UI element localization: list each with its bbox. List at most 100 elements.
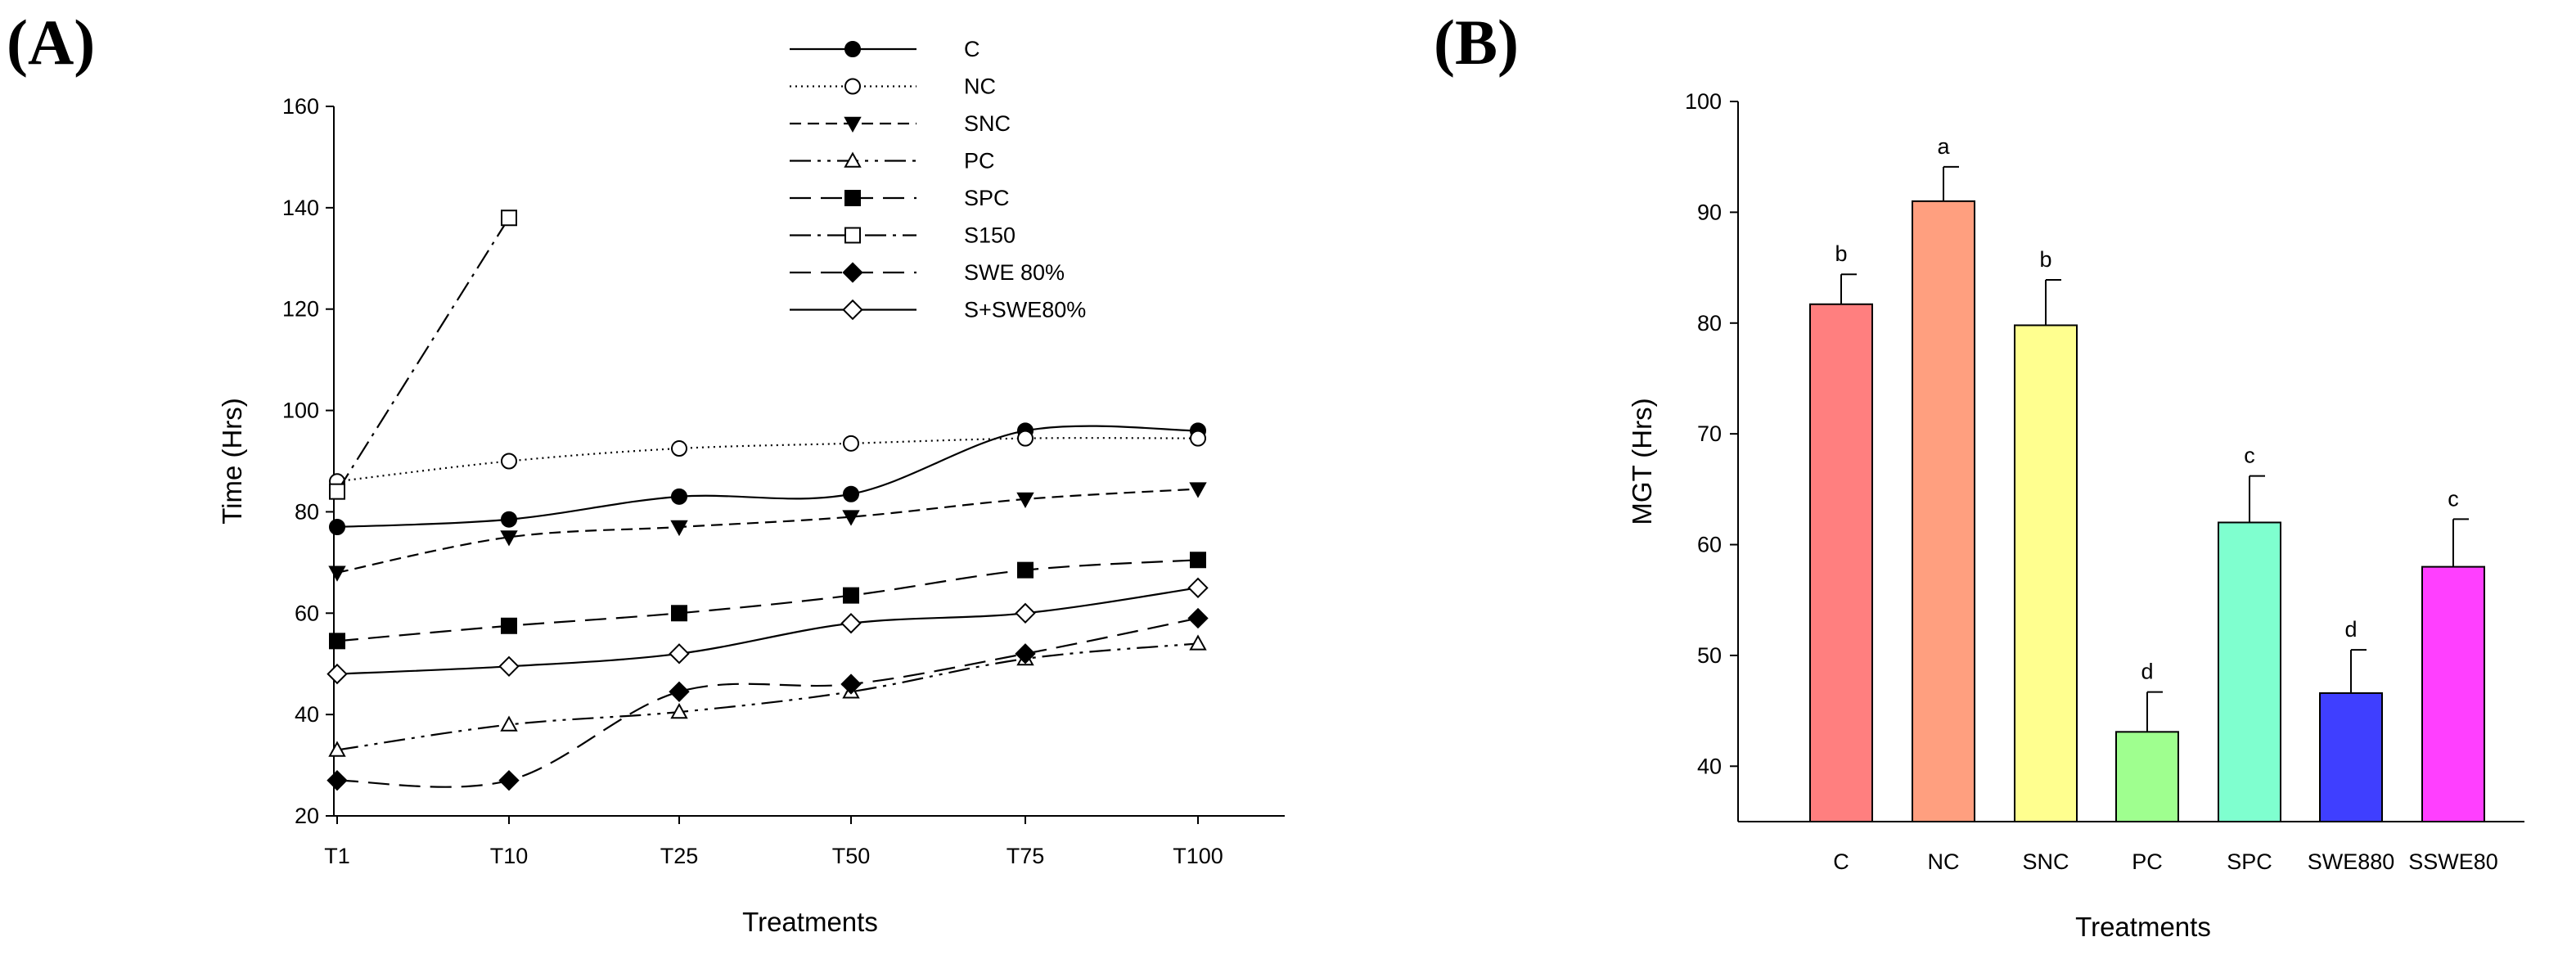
y-tick-label-b: 90: [1697, 200, 1722, 224]
data-point: [842, 510, 860, 526]
data-point: [669, 643, 690, 664]
x-tick-label-a: T75: [1007, 844, 1045, 868]
data-point: [843, 435, 859, 452]
significance-label: b: [2039, 247, 2051, 272]
x-tick-label-b: SPC: [2227, 849, 2272, 874]
y-tick-label-b: 50: [1697, 643, 1722, 668]
legend-label-5: S150: [964, 223, 1016, 248]
data-point: [671, 488, 687, 505]
legend-marker-4: [844, 190, 861, 206]
legend-marker-0: [844, 41, 861, 57]
y-tick-label-a: 40: [295, 702, 319, 727]
x-tick-label-b: PC: [2132, 849, 2163, 874]
y-tick-label-b: 80: [1697, 311, 1722, 336]
data-point: [1189, 634, 1207, 651]
significance-label: a: [1937, 134, 1950, 159]
data-point: [329, 519, 345, 536]
significance-label: b: [1835, 241, 1847, 266]
bar: [1809, 303, 1873, 822]
y-tick-label-b: 100: [1685, 89, 1722, 114]
legend-marker-5: [844, 227, 861, 244]
significance-label: c: [2448, 486, 2459, 511]
panel-a-label: (A): [7, 7, 95, 78]
series-line-2: [336, 488, 1199, 574]
x-tick-label-a: T1: [324, 844, 350, 868]
series-line-5: [336, 217, 510, 493]
data-point: [840, 613, 862, 634]
y-tick-label-b: 40: [1697, 754, 1722, 778]
data-point: [1015, 602, 1036, 624]
data-point: [501, 511, 517, 528]
y-tick-label-a: 140: [282, 196, 319, 220]
data-point: [328, 565, 346, 582]
bar: [1912, 200, 1975, 823]
bar: [2115, 731, 2179, 822]
data-point: [328, 741, 346, 757]
series-line-4: [336, 559, 1199, 642]
legend-marker-1: [844, 78, 861, 95]
data-point: [501, 209, 517, 227]
y-tick-label-a: 20: [295, 804, 319, 828]
panel-b-label: (B): [1434, 7, 1519, 78]
x-tick-label-b: C: [1833, 849, 1849, 874]
y-tick-label-a: 120: [282, 297, 319, 322]
x-tick-label-a: T10: [490, 844, 529, 868]
data-point: [843, 587, 859, 604]
data-point: [501, 617, 517, 634]
legend-label-0: C: [964, 37, 980, 61]
bar: [2421, 565, 2485, 822]
y-tick-label-b: 70: [1697, 421, 1722, 446]
x-tick-label-a: T100: [1173, 844, 1223, 868]
y-tick-label-a: 80: [295, 499, 319, 524]
series-line-0: [336, 425, 1199, 529]
series-line-7: [336, 587, 1199, 675]
y-tick-label-a: 100: [282, 399, 319, 423]
bar-chart-b: 40 50 60 70 80 90 100 b Ca NC b SNC d PC c SPC d SWE880 c S…: [1627, 89, 2524, 942]
data-point: [1190, 552, 1206, 569]
y-axis-title-b: MGT (Hrs): [1627, 398, 1657, 525]
series-line-6: [336, 617, 1199, 788]
x-tick-label-b: SWE880: [2308, 849, 2395, 874]
legend-marker-6: [842, 262, 863, 283]
data-point: [1190, 430, 1206, 447]
series-line-3: [336, 642, 1199, 751]
data-point: [500, 530, 518, 547]
data-point: [501, 453, 517, 470]
x-tick-label-a: T50: [832, 844, 871, 868]
significance-label: d: [2141, 660, 2153, 684]
data-point: [1015, 643, 1036, 664]
y-tick-label-a: 160: [282, 94, 319, 119]
data-point: [1187, 607, 1209, 629]
y-tick-label-b: 60: [1697, 533, 1722, 557]
y-tick-label-a: 60: [295, 601, 319, 625]
data-point: [1189, 482, 1207, 498]
x-axis-title-a: Treatments: [742, 907, 878, 937]
line-chart-a: 20 40 60 80 100 120 140 160 T1 T10 T25 T50 T75 T100 Tr…: [217, 37, 1285, 937]
data-point: [329, 633, 345, 650]
x-tick-label-b: SNC: [2022, 849, 2069, 874]
bar: [2218, 521, 2281, 822]
significance-label: c: [2244, 444, 2255, 468]
significance-label: d: [2344, 617, 2357, 642]
data-point: [1187, 577, 1209, 598]
bar: [2319, 691, 2383, 823]
data-point: [843, 485, 859, 502]
data-point: [327, 769, 348, 791]
legend-label-1: NC: [964, 74, 996, 99]
data-point: [500, 715, 518, 732]
x-axis-title-b: Treatments: [2075, 912, 2211, 942]
bar: [2014, 324, 2078, 822]
data-point: [669, 681, 690, 702]
legend-marker-2: [844, 116, 862, 133]
x-tick-label-a: T25: [660, 844, 699, 868]
legend-label-2: SNC: [964, 111, 1011, 136]
data-point: [327, 663, 348, 685]
data-point: [329, 483, 345, 500]
data-point: [670, 520, 688, 537]
legend-marker-3: [844, 151, 862, 168]
data-point: [1016, 492, 1034, 509]
x-tick-label-b: NC: [1928, 849, 1960, 874]
data-point: [840, 673, 862, 695]
series-line-1: [336, 437, 1199, 483]
data-point: [671, 440, 687, 457]
